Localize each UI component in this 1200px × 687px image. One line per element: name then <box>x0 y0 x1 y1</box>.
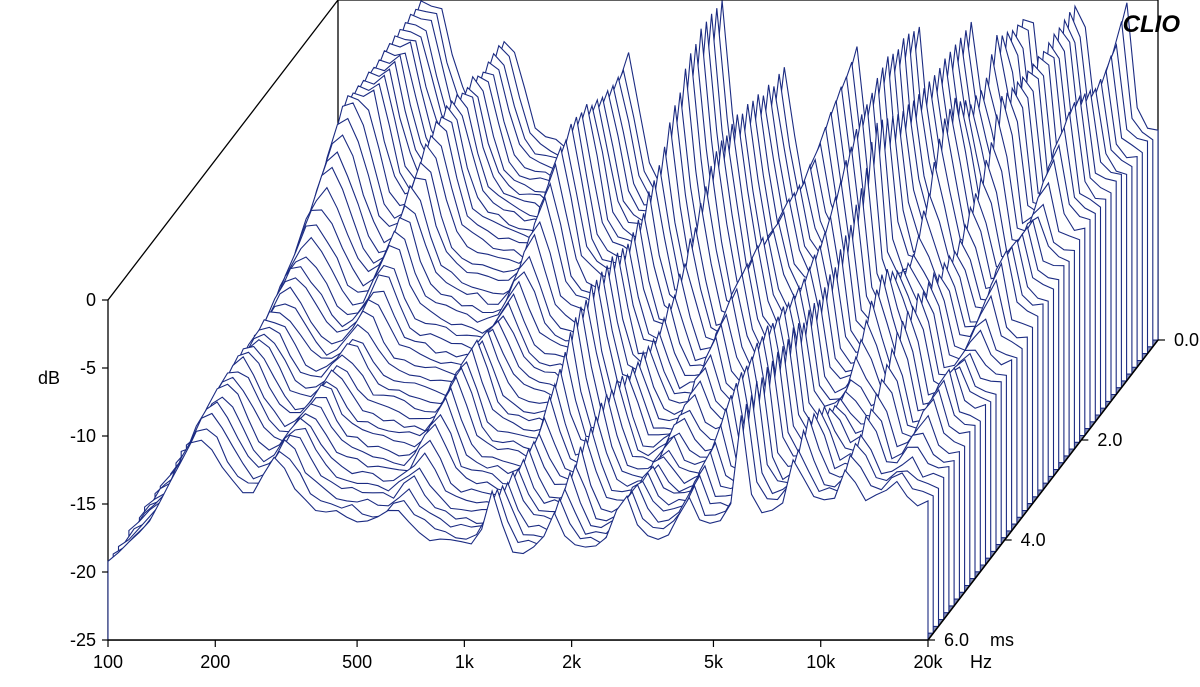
x-tick-label: 1k <box>455 652 475 672</box>
x-tick-label: 2k <box>562 652 582 672</box>
z-tick-label: -20 <box>70 562 96 582</box>
waterfall-slices <box>108 1 1158 640</box>
x-tick-label: 200 <box>200 652 230 672</box>
z-tick-label: -25 <box>70 630 96 650</box>
z-tick-label: -15 <box>70 494 96 514</box>
x-tick-label: 10k <box>806 652 836 672</box>
x-tick-label: 100 <box>93 652 123 672</box>
z-tick-label: -10 <box>70 426 96 446</box>
x-tick-label: 5k <box>704 652 724 672</box>
z-tick-label: 0 <box>86 290 96 310</box>
z-tick-label: -5 <box>80 358 96 378</box>
y-tick-label: 0.0 <box>1174 330 1199 350</box>
y-tick-label: 6.0 <box>944 630 969 650</box>
waterfall-chart: 0 -5 -10 -15 -20 -25 dB 100 200 500 1k 2k 5k 10k 20k Hz… <box>0 0 1200 687</box>
y-axis-unit: ms <box>990 630 1014 650</box>
x-tick-label: 500 <box>342 652 372 672</box>
y-tick-label: 2.0 <box>1097 430 1122 450</box>
y-tick-label: 4.0 <box>1021 530 1046 550</box>
brand-label: CLIO <box>1123 11 1181 38</box>
x-tick-label: 20k <box>913 652 943 672</box>
x-axis-unit: Hz <box>970 652 992 672</box>
z-axis-unit: dB <box>38 368 60 388</box>
